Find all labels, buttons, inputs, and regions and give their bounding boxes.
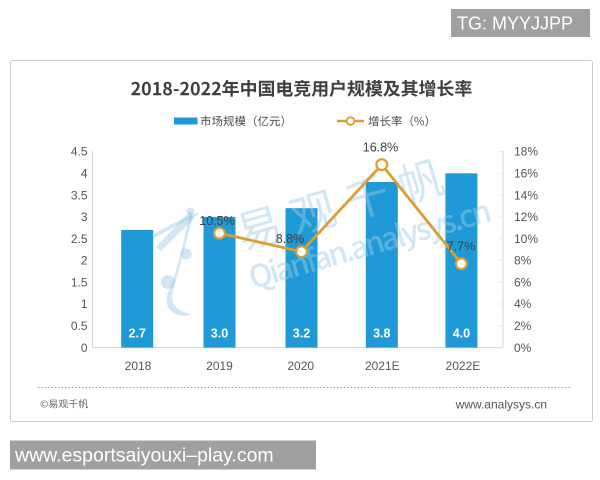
- svg-text:3.2: 3.2: [293, 326, 310, 340]
- svg-text:2018: 2018: [125, 359, 152, 373]
- svg-text:1: 1: [81, 297, 88, 311]
- svg-text:0%: 0%: [514, 341, 532, 355]
- svg-text:7.7%: 7.7%: [447, 240, 476, 254]
- svg-text:3: 3: [81, 210, 88, 224]
- svg-text:12%: 12%: [514, 210, 538, 224]
- svg-text:TG: MYYJJPP: TG: MYYJJPP: [457, 13, 573, 33]
- svg-text:www.analysys.cn: www.analysys.cn: [455, 398, 547, 412]
- svg-text:2.5: 2.5: [71, 232, 88, 246]
- svg-text:1.5: 1.5: [71, 275, 88, 289]
- svg-text:14%: 14%: [514, 188, 538, 202]
- svg-text:8%: 8%: [514, 254, 532, 268]
- svg-text:3.5: 3.5: [71, 188, 88, 202]
- svg-text:www.esportsaiyouxi–play.com: www.esportsaiyouxi–play.com: [14, 445, 274, 467]
- svg-text:16.8%: 16.8%: [363, 141, 398, 155]
- svg-text:2: 2: [81, 254, 88, 268]
- svg-text:2019: 2019: [206, 359, 233, 373]
- svg-text:6%: 6%: [514, 275, 532, 289]
- svg-text:4: 4: [81, 167, 88, 181]
- svg-text:2020: 2020: [287, 359, 314, 373]
- svg-text:3.8: 3.8: [373, 326, 390, 340]
- svg-text:18%: 18%: [514, 145, 538, 159]
- svg-text:8.8%: 8.8%: [276, 232, 305, 246]
- svg-text:4.0: 4.0: [453, 326, 470, 340]
- svg-text:0: 0: [81, 341, 88, 355]
- svg-text:2021E: 2021E: [365, 359, 400, 373]
- svg-text:10.5%: 10.5%: [199, 214, 234, 228]
- svg-text:0.5: 0.5: [71, 319, 88, 333]
- svg-text:10%: 10%: [514, 232, 538, 246]
- svg-text:4%: 4%: [514, 297, 532, 311]
- svg-text:2.7: 2.7: [129, 326, 146, 340]
- svg-text:4.5: 4.5: [71, 145, 88, 159]
- svg-text:16%: 16%: [514, 167, 538, 181]
- svg-text:2022E: 2022E: [446, 359, 481, 373]
- svg-text:2%: 2%: [514, 319, 532, 333]
- svg-text:3.0: 3.0: [211, 326, 228, 340]
